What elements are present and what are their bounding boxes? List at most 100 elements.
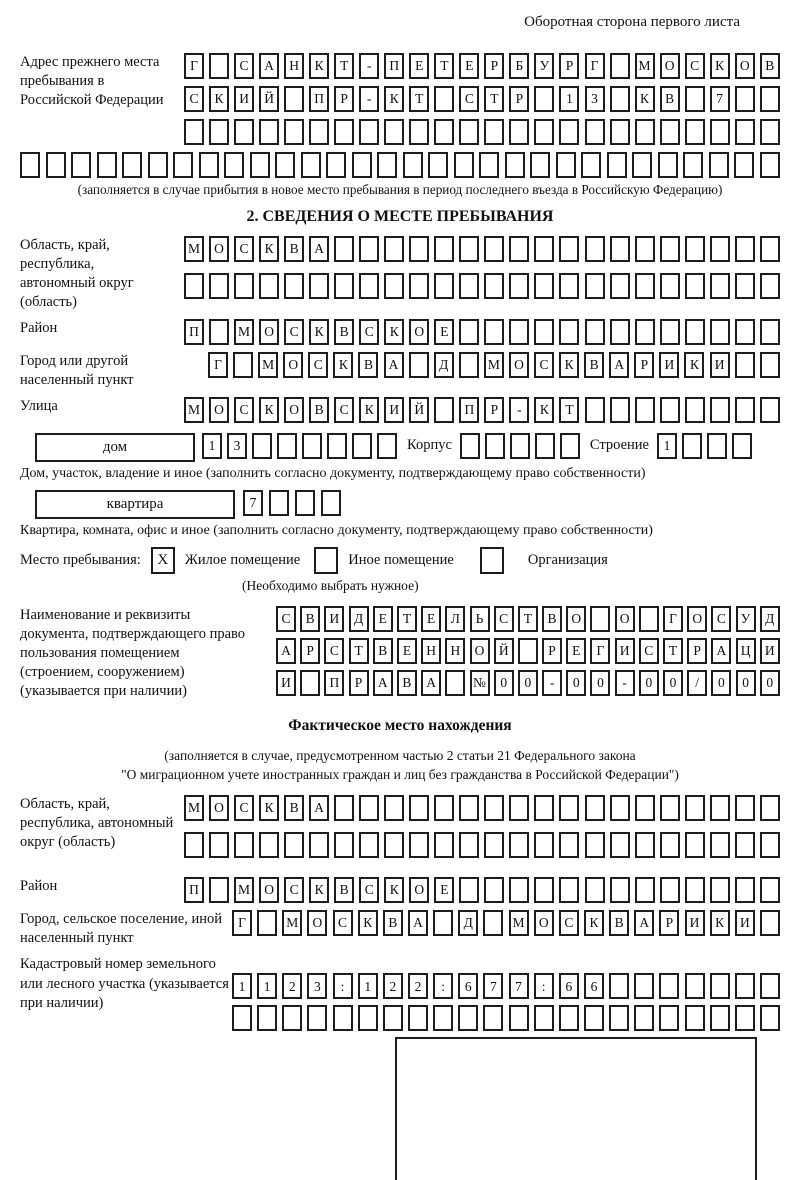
char-box[interactable] <box>759 1005 780 1032</box>
char-box[interactable]: С <box>308 351 329 378</box>
char-box[interactable]: К <box>634 86 655 112</box>
char-box[interactable] <box>534 273 555 299</box>
char-box[interactable] <box>300 152 321 178</box>
char-box[interactable]: Е <box>459 53 480 79</box>
char-box[interactable] <box>583 1005 604 1032</box>
char-box[interactable]: С <box>711 605 732 632</box>
char-box[interactable]: Р <box>559 53 580 79</box>
char-box[interactable] <box>734 973 755 1000</box>
char-box[interactable]: Р <box>634 351 655 378</box>
char-box[interactable] <box>147 152 168 178</box>
char-box[interactable]: 0 <box>759 669 780 696</box>
char-box[interactable]: 1 <box>559 86 580 112</box>
char-box[interactable] <box>634 877 655 904</box>
char-box[interactable] <box>409 832 430 859</box>
char-box[interactable]: М <box>184 396 204 423</box>
char-box[interactable]: М <box>634 53 655 79</box>
char-box[interactable]: Р <box>334 86 355 112</box>
char-box[interactable]: Е <box>434 877 455 904</box>
char-box[interactable] <box>684 273 705 299</box>
char-box[interactable]: И <box>709 351 730 378</box>
char-box[interactable]: 7 <box>483 973 504 1000</box>
char-box[interactable]: О <box>209 795 230 822</box>
char-box[interactable] <box>759 318 780 345</box>
char-box[interactable] <box>484 318 505 345</box>
char-box[interactable] <box>734 351 755 378</box>
char-box[interactable]: Р <box>542 637 563 664</box>
char-box[interactable]: К <box>333 351 354 378</box>
char-box[interactable]: А <box>421 669 442 696</box>
char-box[interactable] <box>634 973 655 1000</box>
char-box[interactable]: М <box>234 318 255 345</box>
char-box[interactable]: Т <box>517 605 538 632</box>
char-box[interactable]: И <box>684 910 705 937</box>
char-box[interactable] <box>428 152 449 178</box>
char-box[interactable] <box>484 832 505 859</box>
char-box[interactable] <box>382 1005 403 1032</box>
char-box[interactable]: К <box>309 53 330 79</box>
char-box[interactable]: К <box>309 318 330 345</box>
char-box[interactable]: В <box>309 396 330 423</box>
char-box[interactable] <box>96 152 117 178</box>
char-box[interactable]: П <box>184 318 204 345</box>
char-box[interactable] <box>734 396 755 423</box>
char-box[interactable]: О <box>508 351 529 378</box>
char-box[interactable] <box>534 236 555 262</box>
char-box[interactable]: 3 <box>227 432 247 459</box>
char-box[interactable] <box>433 910 454 937</box>
char-box[interactable]: К <box>709 910 730 937</box>
char-box[interactable]: Т <box>663 637 683 664</box>
char-box[interactable] <box>759 795 780 822</box>
char-box[interactable]: Т <box>484 86 505 112</box>
char-box[interactable]: 0 <box>493 669 514 696</box>
char-box[interactable]: 7 <box>709 86 730 112</box>
char-box[interactable] <box>759 973 780 1000</box>
char-box[interactable] <box>759 273 780 299</box>
char-box[interactable]: Р <box>300 637 321 664</box>
char-box[interactable] <box>559 318 580 345</box>
checkbox-other-premises[interactable] <box>314 546 339 574</box>
char-box[interactable]: Т <box>334 53 355 79</box>
char-box[interactable] <box>734 273 755 299</box>
char-box[interactable]: С <box>359 877 380 904</box>
char-box[interactable]: У <box>534 53 555 79</box>
char-box[interactable] <box>584 119 605 145</box>
char-box[interactable] <box>509 273 530 299</box>
char-box[interactable]: - <box>359 86 380 112</box>
char-box[interactable] <box>334 832 355 859</box>
char-box[interactable]: № <box>469 669 490 696</box>
char-box[interactable] <box>759 152 780 178</box>
checkbox-residential[interactable]: X <box>150 546 175 574</box>
char-box[interactable] <box>584 795 605 822</box>
char-box[interactable]: С <box>459 86 480 112</box>
char-box[interactable] <box>684 236 705 262</box>
char-box[interactable] <box>558 1005 579 1032</box>
char-box[interactable]: В <box>334 318 355 345</box>
char-box[interactable] <box>581 152 602 178</box>
char-box[interactable] <box>555 152 576 178</box>
char-box[interactable]: И <box>759 637 780 664</box>
char-box[interactable] <box>659 318 680 345</box>
char-box[interactable]: В <box>382 910 403 937</box>
char-box[interactable]: В <box>372 637 393 664</box>
char-box[interactable]: Е <box>421 605 442 632</box>
char-box[interactable]: О <box>614 605 635 632</box>
char-box[interactable] <box>684 795 705 822</box>
char-box[interactable]: К <box>709 53 730 79</box>
char-box[interactable]: К <box>359 396 380 423</box>
char-box[interactable]: : <box>533 973 554 1000</box>
char-box[interactable]: Н <box>445 637 466 664</box>
char-box[interactable]: В <box>334 877 355 904</box>
char-box[interactable] <box>559 119 580 145</box>
char-box[interactable]: О <box>307 910 328 937</box>
char-box[interactable] <box>534 318 555 345</box>
char-box[interactable] <box>434 119 455 145</box>
char-box[interactable] <box>359 832 380 859</box>
char-box[interactable]: М <box>508 910 529 937</box>
char-box[interactable]: О <box>283 351 304 378</box>
char-box[interactable]: С <box>534 351 555 378</box>
char-box[interactable] <box>759 910 780 937</box>
char-box[interactable] <box>484 236 505 262</box>
char-box[interactable]: Й <box>409 396 430 423</box>
char-box[interactable] <box>659 236 680 262</box>
